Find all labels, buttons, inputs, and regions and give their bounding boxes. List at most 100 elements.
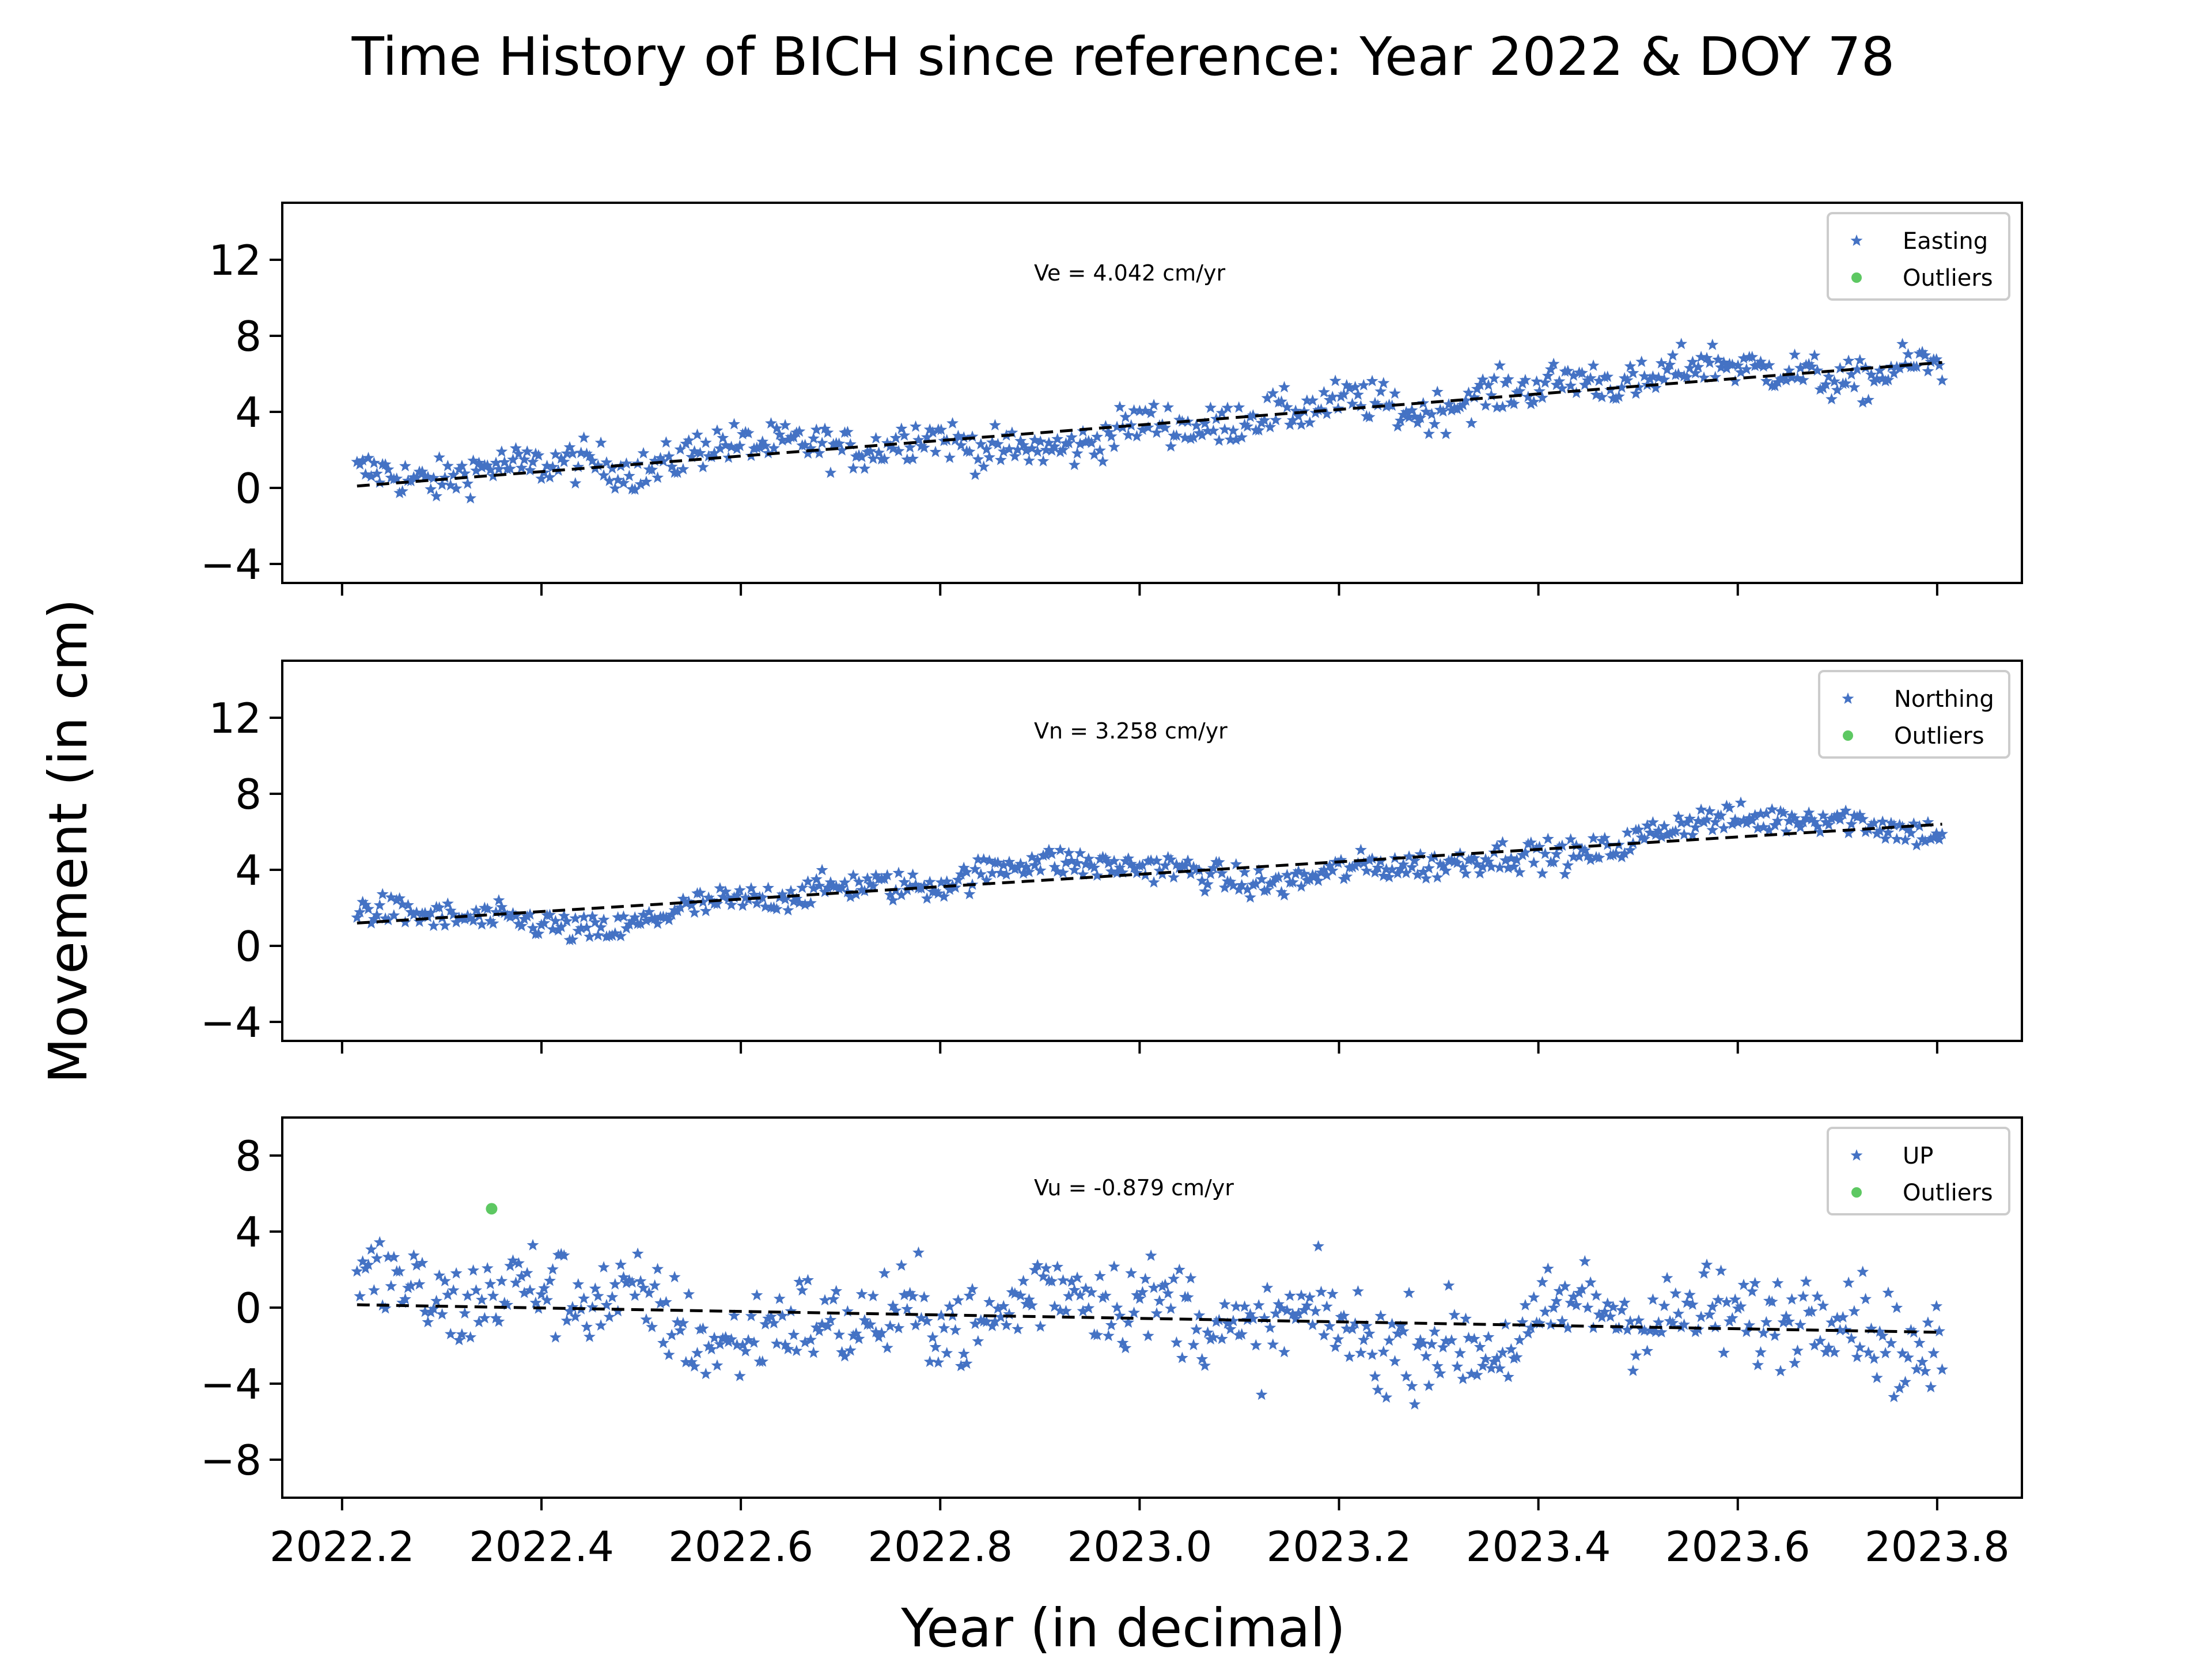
- data-point: [1247, 1312, 1259, 1324]
- data-point: [1729, 1293, 1741, 1305]
- data-point: [600, 456, 613, 468]
- data-point: [1811, 1290, 1824, 1302]
- data-point: [1320, 869, 1333, 881]
- data-point: [425, 906, 437, 918]
- data-point: [1000, 868, 1013, 880]
- data-point: [1615, 1304, 1628, 1316]
- data-point: [487, 469, 499, 482]
- data-point: [566, 1301, 579, 1313]
- data-point: [544, 908, 556, 921]
- data-point: [618, 1271, 630, 1283]
- data-point: [1533, 385, 1546, 397]
- data-point: [1491, 1351, 1503, 1363]
- data-point: [495, 445, 508, 457]
- data-point: [1162, 851, 1175, 863]
- data-point: [696, 1322, 709, 1334]
- data-point: [1873, 364, 1886, 376]
- data-point: [1363, 854, 1376, 866]
- data-point: [1922, 816, 1934, 828]
- data-point: [1689, 367, 1702, 378]
- data-point: [1386, 1317, 1398, 1330]
- data-point: [833, 1328, 846, 1340]
- x-tick-label: 2022.4: [469, 1522, 614, 1571]
- data-point: [1397, 858, 1410, 870]
- data-point: [510, 910, 522, 922]
- data-point: [584, 930, 596, 942]
- data-point: [742, 427, 755, 439]
- data-point: [475, 1293, 488, 1305]
- data-point: [1703, 805, 1716, 817]
- data-point: [1703, 356, 1716, 368]
- data-point: [521, 1267, 533, 1279]
- data-point: [1238, 418, 1251, 430]
- data-point: [691, 1347, 703, 1358]
- data-point: [1082, 434, 1095, 446]
- data-point: [547, 1263, 559, 1275]
- y-tick-label: −4: [200, 998, 262, 1047]
- data-point: [1505, 852, 1517, 864]
- data-point: [1085, 436, 1098, 448]
- data-point: [1338, 388, 1350, 400]
- data-point: [1372, 861, 1384, 873]
- data-point: [1644, 826, 1656, 838]
- data-point: [827, 1293, 840, 1305]
- data-point: [1885, 1336, 1897, 1349]
- data-point: [1780, 374, 1793, 386]
- data-point: [404, 1279, 417, 1291]
- data-point: [1128, 862, 1141, 873]
- data-point: [1752, 1358, 1764, 1370]
- data-point: [1755, 355, 1767, 367]
- data-point: [581, 447, 593, 459]
- data-point: [1808, 349, 1821, 361]
- data-point: [1510, 386, 1523, 398]
- data-point: [1896, 1347, 1909, 1359]
- data-point: [1289, 1312, 1302, 1324]
- x-tick-label: 2023.8: [1865, 1522, 2010, 1571]
- data-point: [1369, 396, 1381, 408]
- data-point: [592, 1290, 604, 1301]
- data-point: [1113, 1309, 1126, 1321]
- data-point: [1437, 1341, 1449, 1353]
- data-point: [853, 876, 865, 887]
- data-point: [1786, 371, 1798, 383]
- data-point: [1528, 1291, 1540, 1303]
- data-point: [1312, 874, 1324, 887]
- data-point: [1783, 815, 1796, 827]
- data-point: [1366, 852, 1378, 864]
- data-point: [1502, 373, 1514, 385]
- data-point: [1372, 1384, 1384, 1395]
- data-point: [532, 927, 545, 939]
- data-point: [1839, 377, 1852, 389]
- data-point: [586, 910, 599, 922]
- data-point: [1584, 1276, 1597, 1288]
- data-point: [1420, 872, 1433, 884]
- data-point: [1491, 840, 1503, 852]
- data-point: [1062, 1290, 1075, 1302]
- data-point: [844, 1344, 857, 1356]
- data-point: [1207, 1331, 1219, 1343]
- data-point: [1391, 420, 1404, 432]
- data-point: [1536, 1276, 1548, 1287]
- data-point: [1085, 1286, 1098, 1298]
- data-point: [470, 1284, 482, 1296]
- data-point: [1125, 857, 1138, 869]
- data-point: [1077, 868, 1089, 880]
- data-point: [524, 908, 536, 920]
- data-point: [1624, 360, 1637, 372]
- data-point: [1352, 857, 1364, 869]
- data-point: [824, 876, 837, 888]
- data-point: [1281, 1304, 1293, 1316]
- data-point: [1165, 1302, 1177, 1314]
- data-point: [594, 921, 607, 933]
- data-point: [1550, 848, 1563, 859]
- data-point: [1485, 1362, 1498, 1374]
- data-point: [1607, 1301, 1619, 1312]
- data-point: [1238, 866, 1251, 878]
- data-point: [549, 1331, 562, 1343]
- data-point: [628, 911, 641, 923]
- data-point: [1139, 1272, 1152, 1285]
- data-point: [1567, 369, 1580, 381]
- data-point: [441, 460, 454, 471]
- data-point: [560, 915, 573, 927]
- data-point: [1857, 396, 1869, 408]
